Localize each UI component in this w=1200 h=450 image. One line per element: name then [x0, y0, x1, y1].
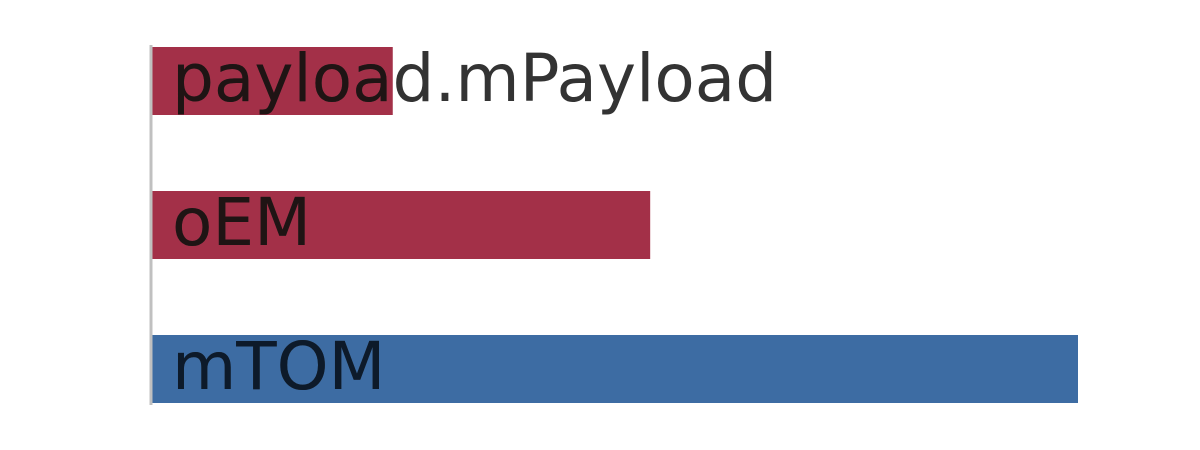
bar-label-2: mTOM	[172, 328, 386, 405]
bar-label-overlay-1: oEM	[172, 184, 311, 261]
bar-label-overlay-0: payload.mPayload	[172, 40, 777, 117]
bar-label-0: payload.mPayload	[172, 40, 777, 117]
bar-0	[152, 47, 393, 115]
bars-layer	[152, 47, 1078, 403]
bar-1	[152, 191, 651, 259]
bar-label-overlay-2: mTOM	[172, 328, 386, 405]
labels-layer: payload.mPayloadpayload.mPayloadoEMoEMmT…	[172, 40, 777, 405]
bar-2	[152, 335, 1078, 403]
bar-label-1: oEM	[172, 184, 311, 261]
